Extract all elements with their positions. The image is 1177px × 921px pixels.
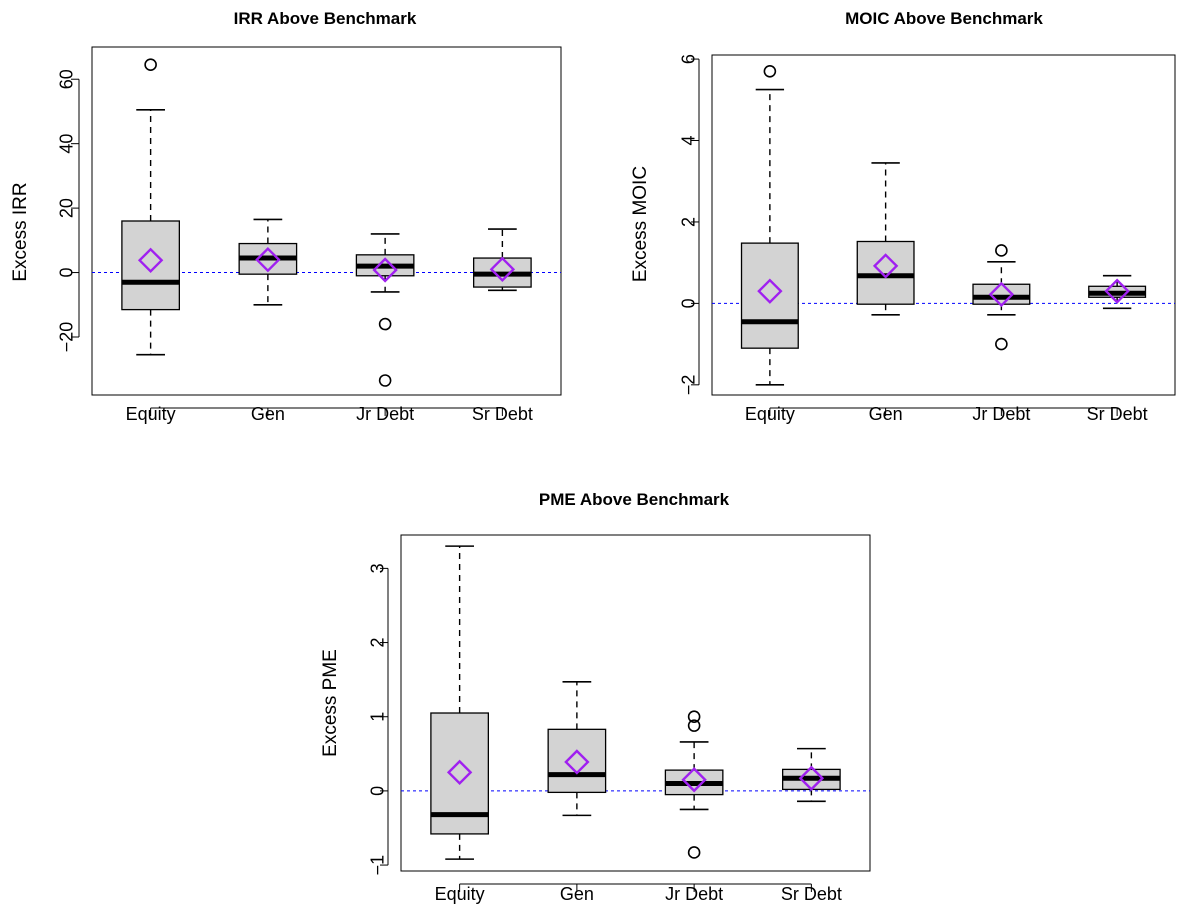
outlier-point [144, 58, 157, 72]
x-tick-label: Equity [435, 884, 485, 904]
mean-marker [372, 257, 398, 283]
mean-marker [757, 278, 783, 304]
x-tick-label: Equity [745, 404, 795, 424]
y-tick-label: 0 [367, 786, 387, 796]
box-iqr [547, 728, 607, 794]
chart-title: MOIC Above Benchmark [845, 9, 1043, 28]
y-axis-label: Excess MOIC [630, 166, 651, 282]
x-tick-label: Gen [869, 404, 903, 424]
moic-chart: MOIC Above Benchmark Excess MOIC −2 0 2 4 6 E… [630, 9, 1176, 424]
y-axis: −1 0 1 2 3 [367, 563, 389, 876]
box-iqr [856, 240, 915, 305]
mean-marker [489, 256, 516, 283]
box-equity [430, 545, 490, 860]
outlier-point [687, 710, 701, 724]
y-axis: −2 0 2 4 6 [678, 54, 700, 396]
pme-chart: PME Above Benchmark Excess PME −1 0 1 2 3 Equ… [320, 490, 871, 904]
x-tick-label: Sr Debt [781, 884, 842, 904]
outlier-point [995, 244, 1008, 257]
mean-marker [564, 749, 590, 775]
x-tick-label: Sr Debt [1087, 404, 1148, 424]
chart-title: IRR Above Benchmark [234, 9, 417, 28]
y-axis-label: Excess PME [320, 649, 341, 757]
x-axis: Equity Gen Jr Debt Sr Debt [435, 883, 842, 904]
outlier-point [687, 719, 701, 732]
x-tick-label: Jr Debt [665, 884, 723, 904]
x-axis: Equity Gen Jr Debt Sr Debt [126, 404, 533, 424]
y-axis-label: Excess IRR [10, 182, 31, 281]
y-axis: −20 0 20 40 60 [56, 69, 80, 353]
mean-marker [798, 765, 825, 791]
x-axis: Equity Gen Jr Debt Sr Debt [745, 404, 1148, 424]
y-tick-label: 1 [367, 712, 387, 722]
y-tick-label: 0 [56, 268, 76, 278]
box-iqr [740, 242, 799, 349]
irr-chart: IRR Above Benchmark Excess IRR −20 0 20 40 6… [10, 9, 562, 424]
x-tick-label: Jr Debt [356, 404, 414, 424]
mean-marker [681, 767, 707, 793]
y-tick-label: 60 [56, 69, 76, 89]
box-iqr [121, 220, 181, 311]
outlier-point [687, 846, 701, 859]
mean-marker [872, 253, 899, 279]
mean-marker [446, 759, 473, 786]
y-tick-label: −1 [367, 855, 387, 876]
y-tick-label: 40 [56, 134, 76, 154]
box-sr-debt [781, 747, 841, 803]
x-tick-label: Gen [560, 884, 594, 904]
chart-title: PME Above Benchmark [539, 490, 730, 509]
y-tick-label: 3 [367, 563, 387, 573]
x-tick-label: Equity [126, 404, 176, 424]
plot-frame [400, 534, 871, 872]
y-tick-label: −2 [678, 375, 698, 396]
box-jr-debt [664, 710, 724, 859]
y-tick-label: −20 [56, 322, 76, 353]
y-tick-label: 20 [56, 198, 76, 218]
box-sr-debt [472, 228, 532, 292]
y-tick-label: 0 [678, 298, 698, 308]
x-tick-label: Sr Debt [472, 404, 533, 424]
mean-marker [988, 281, 1015, 308]
mean-marker [255, 246, 281, 273]
y-tick-label: 2 [367, 638, 387, 648]
box-equity [121, 58, 181, 356]
x-tick-label: Gen [251, 404, 285, 424]
outlier-point [378, 317, 392, 331]
box-sr-debt [1088, 274, 1147, 310]
plot-frame [91, 46, 562, 396]
box-gen [856, 162, 915, 316]
mean-marker [1104, 278, 1130, 304]
y-tick-label: 2 [678, 217, 698, 227]
mean-marker [137, 247, 164, 274]
box-equity [740, 64, 799, 386]
box-gen [547, 681, 607, 817]
outlier-point [995, 337, 1008, 351]
y-tick-label: 6 [678, 54, 698, 64]
plot-frame [711, 54, 1176, 396]
x-tick-label: Jr Debt [972, 404, 1030, 424]
y-tick-label: 4 [678, 136, 698, 146]
box-iqr [972, 283, 1031, 305]
outlier-point [763, 64, 777, 78]
box-jr-debt [355, 233, 415, 387]
box-gen [238, 218, 298, 306]
box-jr-debt [972, 244, 1031, 351]
outlier-point [378, 374, 392, 387]
